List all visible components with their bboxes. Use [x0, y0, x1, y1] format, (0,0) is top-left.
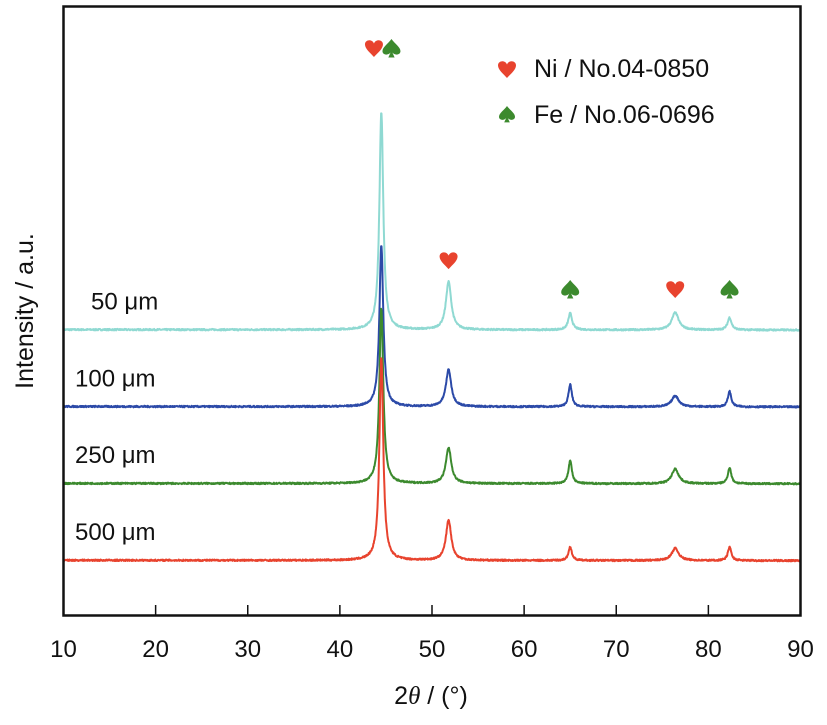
series-label-value: 100 [75, 365, 122, 392]
heart-icon [666, 281, 685, 298]
x-axis-title-symbol: θ [408, 683, 420, 710]
series-label-value: 50 [91, 288, 124, 315]
series-line-50um [62, 112, 801, 332]
series-label-250um: 250 μm [75, 442, 156, 469]
legend-label-fe: Fe / No.06-0696 [534, 101, 715, 129]
spade-icon [382, 39, 401, 58]
series-label-500um: 500 μm [75, 519, 156, 546]
x-tick-label: 50 [419, 636, 446, 663]
x-tick-label: 30 [234, 636, 261, 663]
series-label-value: 250 [75, 442, 122, 469]
series-label-50um: 50 μm [91, 288, 158, 315]
series-label-unit: μm [124, 288, 158, 315]
series-label-100um: 100 μm [75, 365, 156, 392]
x-tick-label: 70 [603, 636, 630, 663]
spade-icon [561, 280, 580, 299]
series-label-value: 500 [75, 519, 122, 546]
spade-icon [720, 280, 739, 299]
legend-entry-fe: Fe / No.06-0696 [499, 101, 715, 129]
x-axis-title-prefix: 2 [394, 682, 408, 710]
peak-marker-layer [364, 39, 739, 299]
series-line-100um [62, 245, 801, 409]
spade-icon [499, 106, 515, 123]
series-label-unit: μm [122, 519, 156, 546]
heart-icon [364, 40, 383, 57]
x-axis-ticks: 10 20 30 40 50 60 70 80 90 [50, 605, 814, 663]
legend-label-ni: Ni / No.04-0850 [534, 55, 709, 83]
x-tick-label: 60 [511, 636, 538, 663]
series-label-unit: μm [122, 365, 156, 392]
legend: Ni / No.04-0850 Fe / No.06-0696 [498, 55, 715, 129]
series-line-500um [62, 357, 802, 563]
plot-frame [62, 5, 802, 617]
y-axis-title: Intensity / a.u. [11, 233, 39, 389]
heart-icon [498, 61, 516, 78]
legend-entry-ni: Ni / No.04-0850 [498, 55, 709, 83]
x-axis-title: 2θ / (°) [394, 682, 468, 710]
x-tick-label: 10 [50, 636, 77, 663]
heart-icon [439, 252, 458, 270]
x-tick-label: 40 [327, 636, 354, 663]
x-tick-label: 80 [695, 636, 722, 663]
x-tick-label: 20 [142, 636, 169, 663]
x-axis-title-suffix: / (°) [420, 682, 468, 710]
x-tick-label: 90 [787, 636, 814, 663]
series-label-unit: μm [122, 442, 156, 469]
series-line-250um [62, 307, 802, 486]
series-layer [62, 112, 802, 563]
